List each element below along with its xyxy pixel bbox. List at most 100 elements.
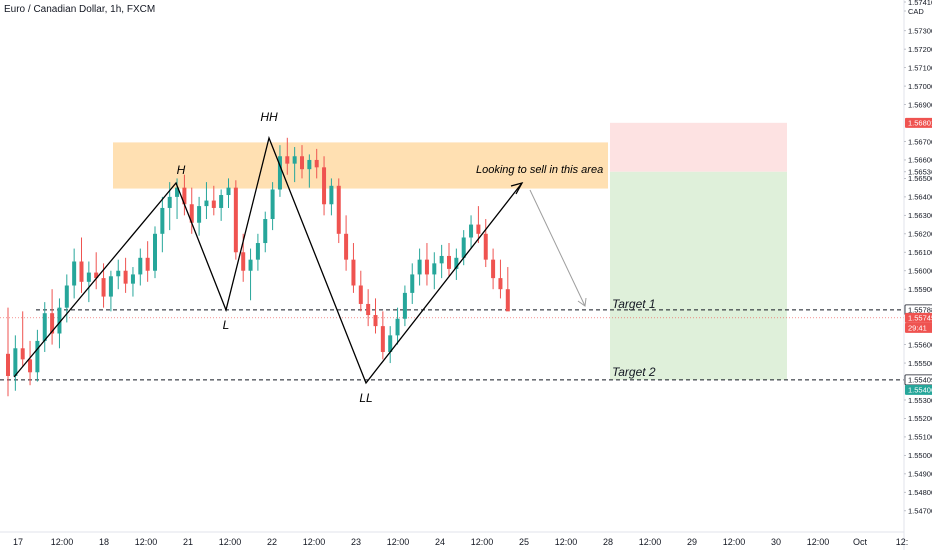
candle-body bbox=[410, 274, 415, 293]
candle-body bbox=[175, 187, 180, 197]
candle bbox=[395, 307, 400, 345]
candle bbox=[72, 248, 77, 299]
candle bbox=[197, 196, 202, 236]
candle bbox=[491, 248, 496, 290]
stop-loss-zone[interactable] bbox=[610, 122, 787, 172]
candle bbox=[285, 137, 290, 175]
candle-body bbox=[182, 187, 187, 205]
target2-label: Target 2 bbox=[612, 365, 656, 379]
x-tick-label: 12:00 bbox=[219, 537, 242, 547]
price-badge-text: 1.55409 bbox=[908, 376, 932, 385]
candle-body bbox=[285, 156, 290, 164]
x-tick-label: 12:00 bbox=[807, 537, 830, 547]
price-badge-text: 1.55406 bbox=[908, 386, 932, 395]
candle-body bbox=[116, 270, 121, 277]
x-tick-label: 23 bbox=[351, 537, 361, 547]
candle-body bbox=[336, 185, 341, 234]
x-tick-label: 18 bbox=[99, 537, 109, 547]
candle-body bbox=[322, 167, 327, 205]
candle bbox=[50, 289, 55, 345]
candle-body bbox=[469, 224, 474, 238]
candle-body bbox=[123, 270, 128, 284]
candle-body bbox=[57, 307, 62, 334]
x-tick-label: 17 bbox=[13, 537, 23, 547]
pattern-zigzag[interactable] bbox=[13, 135, 523, 385]
x-tick-label: 21 bbox=[183, 537, 193, 547]
y-tick-label: 1.54900 bbox=[908, 470, 932, 479]
candle bbox=[300, 145, 304, 179]
y-tick-label: 1.56200 bbox=[908, 230, 932, 239]
resistance-zone bbox=[113, 142, 608, 189]
y-tick-label: 1.56000 bbox=[908, 267, 932, 276]
candle-body bbox=[417, 259, 422, 275]
x-tick-label: 12:00 bbox=[51, 537, 74, 547]
price-badge: 29:41 bbox=[905, 322, 932, 333]
candle-body bbox=[108, 276, 113, 297]
candle bbox=[402, 285, 407, 327]
sell-area-text: Looking to sell in this area bbox=[476, 164, 603, 176]
y-tick-label: 1.56500 bbox=[908, 174, 932, 183]
candle-body bbox=[153, 233, 157, 271]
candle bbox=[211, 185, 216, 216]
profit-zone[interactable] bbox=[610, 171, 787, 380]
candle bbox=[358, 270, 363, 312]
price-badge-bg bbox=[905, 384, 932, 395]
candle bbox=[336, 178, 341, 244]
candle bbox=[130, 267, 135, 297]
candle bbox=[307, 154, 312, 188]
candle bbox=[322, 156, 327, 216]
x-tick-label: 12:00 bbox=[555, 537, 578, 547]
pattern-label-ll: LL bbox=[359, 391, 372, 405]
candle bbox=[505, 267, 510, 312]
pattern-label-l: L bbox=[223, 318, 230, 332]
candle-body bbox=[329, 185, 334, 205]
price-badge: 1.55745 bbox=[905, 312, 932, 323]
price-badge-text: 1.55788 bbox=[908, 306, 932, 315]
y-tick-label: 1.56536 bbox=[908, 168, 932, 177]
y-tick-label: 1.57100 bbox=[908, 63, 932, 72]
candle bbox=[417, 248, 422, 286]
candle-body bbox=[94, 272, 99, 279]
candle bbox=[366, 289, 371, 327]
candle-body bbox=[373, 315, 378, 327]
candles-layer bbox=[6, 137, 510, 397]
candle bbox=[182, 174, 187, 216]
candle-body bbox=[248, 259, 253, 271]
candle-body bbox=[86, 272, 91, 282]
candle bbox=[123, 257, 128, 293]
y-tick-label: 1.56700 bbox=[908, 137, 932, 146]
pattern-label-hh: HH bbox=[260, 110, 278, 124]
y-tick-label: 1.57000 bbox=[908, 82, 932, 91]
price-badge-bg bbox=[905, 117, 932, 128]
x-tick-label: 30 bbox=[771, 537, 781, 547]
y-tick-label: 1.56600 bbox=[908, 156, 932, 165]
candle-body bbox=[344, 233, 349, 260]
candle-body bbox=[388, 335, 393, 352]
y-tick-label: 1.57300 bbox=[908, 26, 932, 35]
candle-body bbox=[101, 278, 106, 297]
projection-arrowhead bbox=[577, 297, 587, 307]
candle bbox=[329, 178, 334, 216]
x-tick-label: 12:00 bbox=[303, 537, 326, 547]
candle-body bbox=[138, 257, 143, 275]
x-tick-label: 25 bbox=[519, 537, 529, 547]
price-lines-layer bbox=[0, 309, 904, 381]
candle-body bbox=[189, 204, 194, 223]
candle-body bbox=[20, 348, 25, 360]
candle-body bbox=[6, 353, 10, 376]
candle bbox=[351, 243, 356, 293]
candle-body bbox=[167, 196, 172, 208]
candle-body bbox=[439, 255, 444, 264]
candle bbox=[226, 178, 231, 208]
candle-body bbox=[160, 207, 165, 234]
projection-arrow[interactable] bbox=[529, 189, 586, 307]
candle bbox=[94, 252, 99, 290]
candle-body bbox=[307, 159, 312, 170]
candle bbox=[233, 180, 238, 260]
x-tick-label: 29 bbox=[687, 537, 697, 547]
candle-body bbox=[263, 219, 268, 244]
candle bbox=[153, 226, 157, 279]
